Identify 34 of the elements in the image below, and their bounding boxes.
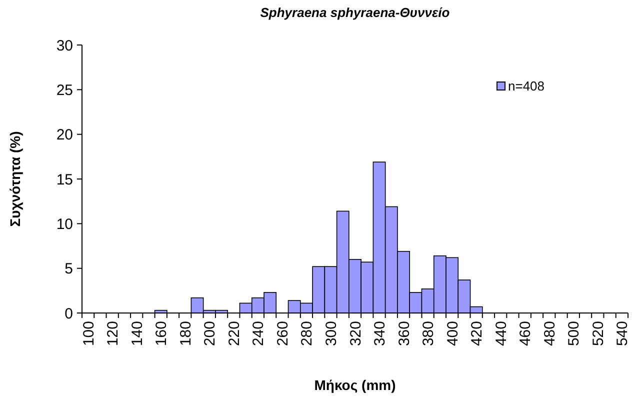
x-tick-label: 280 [298, 321, 316, 346]
x-tick-label: 180 [177, 321, 194, 346]
x-tick-label: 120 [104, 321, 122, 346]
chart-title: Sphyraena sphyraena-Θυννείο [260, 5, 450, 20]
x-tick-label: 400 [444, 321, 462, 346]
x-tick-label: 260 [274, 321, 292, 346]
x-tick-label: 220 [226, 321, 243, 346]
x-tick-label: 160 [153, 321, 170, 346]
x-tick-label: 360 [396, 321, 413, 346]
x-axis-title: Μήκος (mm) [314, 377, 396, 393]
x-tick-label: 140 [128, 321, 146, 346]
y-axis-title: Συχνότητα (%) [7, 131, 23, 227]
x-tick-label: 500 [566, 321, 583, 346]
y-tick-label: 10 [56, 216, 73, 233]
x-tick-label: 420 [468, 321, 486, 346]
y-tick-label: 25 [56, 82, 73, 99]
x-tick-label: 240 [250, 321, 268, 346]
x-tick-label: 200 [202, 321, 219, 346]
y-tick-label: 5 [64, 260, 73, 278]
y-tick-label: 30 [56, 37, 73, 54]
x-tick-label: 460 [517, 321, 534, 346]
x-tick-label: 100 [80, 321, 98, 346]
y-tick-label: 0 [64, 305, 73, 322]
y-tick-label: 20 [56, 126, 73, 144]
y-tick-label: 15 [56, 171, 73, 188]
x-tick-label: 480 [541, 321, 558, 346]
x-tick-label: 340 [372, 321, 389, 346]
x-tick-label: 520 [590, 321, 607, 346]
x-tick-label: 380 [420, 321, 438, 346]
x-tick-label: 300 [322, 321, 340, 346]
x-tick-label: 320 [347, 321, 364, 346]
x-tick-label: 540 [614, 321, 632, 346]
legend-label: n=408 [508, 78, 545, 94]
x-tick-label: 440 [492, 321, 510, 346]
